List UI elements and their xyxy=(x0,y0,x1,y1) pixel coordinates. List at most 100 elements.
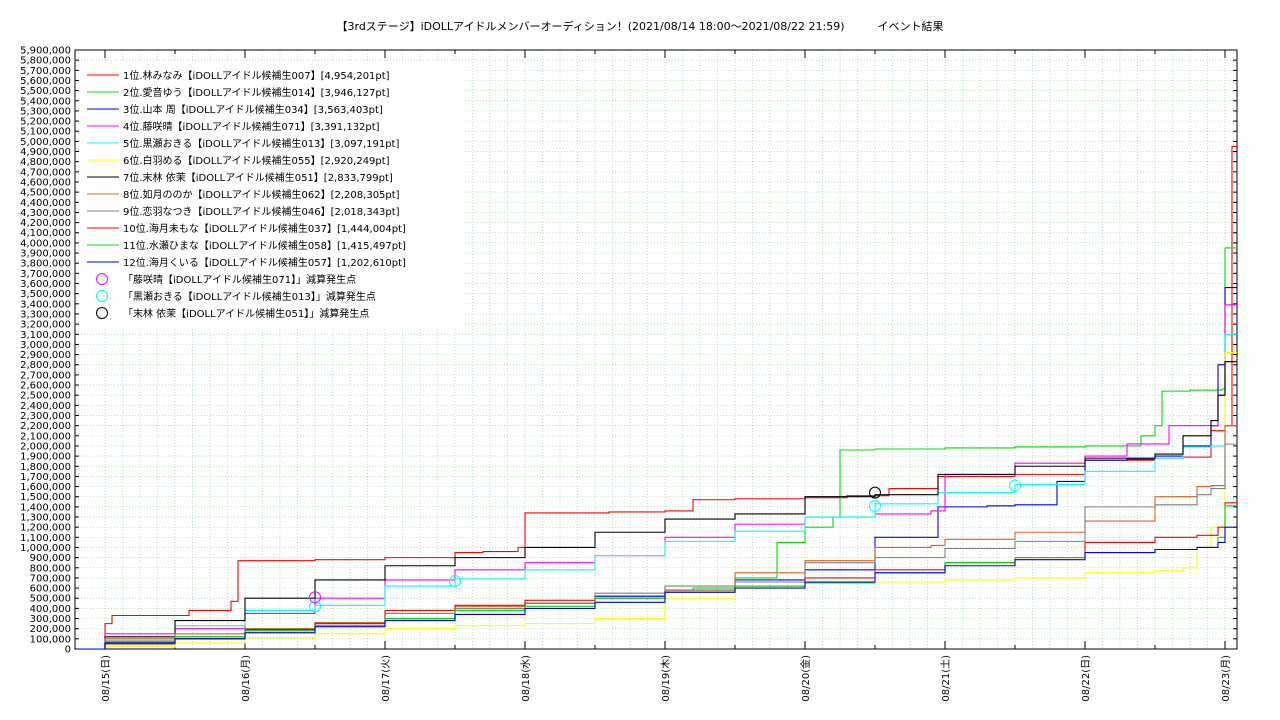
series-line-10 xyxy=(77,502,1237,649)
y-tick-label: 5,700,000 xyxy=(20,66,71,77)
legend-label-8: 8位.如月ののか【iDOLLアイドル候補生062】[2,208,305pt] xyxy=(123,188,400,201)
y-tick-label: 4,900,000 xyxy=(20,147,71,158)
y-tick-label: 4,400,000 xyxy=(20,198,71,209)
legend-marker-label-1: 「藤咲晴【iDOLLアイドル候補生071】」減算発生点 xyxy=(123,273,356,286)
x-tick-label: 08/22(日) xyxy=(1081,655,1092,702)
y-tick-label: 4,800,000 xyxy=(20,157,71,168)
y-tick-label: 2,300,000 xyxy=(20,411,71,422)
y-tick-label: 1,500,000 xyxy=(20,492,71,503)
y-tick-label: 2,700,000 xyxy=(20,370,71,381)
y-tick-label: 3,100,000 xyxy=(20,330,71,341)
legend-label-9: 9位.恋羽なつき【iDOLLアイドル候補生046】[2,018,343pt] xyxy=(123,205,400,218)
axes: 0100,000200,000300,000400,000500,000600,… xyxy=(20,46,1238,702)
y-tick-label: 4,700,000 xyxy=(20,167,71,178)
series-line-6 xyxy=(77,351,1237,649)
legend-label-7: 7位.末林 依茉【iDOLLアイドル候補生051】[2,833,799pt] xyxy=(123,171,393,184)
y-tick-label: 5,600,000 xyxy=(20,76,71,87)
marker-point-2 xyxy=(309,600,321,613)
y-tick-label: 1,900,000 xyxy=(20,452,71,463)
y-tick-label: 1,600,000 xyxy=(20,482,71,493)
x-tick-label: 08/20(金) xyxy=(799,655,812,702)
legend-box xyxy=(80,62,465,328)
marker-point-3 xyxy=(869,486,881,499)
y-tick-label: 2,000,000 xyxy=(20,441,71,452)
legend-label-11: 11位.水瀬ひまな【iDOLLアイドル候補生058】[1,415,497pt] xyxy=(123,239,406,252)
series-lines xyxy=(77,145,1237,649)
y-tick-label: 4,200,000 xyxy=(20,218,71,229)
y-tick-label: 2,900,000 xyxy=(20,350,71,361)
x-tick-label: 08/16(月) xyxy=(240,655,252,702)
y-tick-label: 3,000,000 xyxy=(20,340,71,351)
y-tick-label: 100,000 xyxy=(30,634,71,645)
y-tick-label: 1,400,000 xyxy=(20,502,71,513)
x-tick-label: 08/18(水) xyxy=(520,655,532,702)
series-line-4 xyxy=(77,304,1237,649)
y-tick-label: 3,500,000 xyxy=(20,289,71,300)
y-tick-label: 1,100,000 xyxy=(20,533,71,544)
marker-point-2 xyxy=(1009,479,1021,492)
x-tick-label: 08/17(火) xyxy=(380,655,392,702)
y-tick-label: 2,800,000 xyxy=(20,360,71,371)
marker-point-2 xyxy=(449,574,461,587)
y-tick-label: 2,200,000 xyxy=(20,421,71,432)
y-tick-label: 3,600,000 xyxy=(20,279,71,290)
y-tick-label: 5,900,000 xyxy=(20,46,71,57)
y-tick-label: 2,100,000 xyxy=(20,431,71,442)
y-tick-label: 4,300,000 xyxy=(20,208,71,219)
y-tick-label: 1,300,000 xyxy=(20,513,71,524)
y-tick-label: 5,300,000 xyxy=(20,106,71,117)
marker-point-1 xyxy=(309,591,321,604)
legend-label-3: 3位.山本 周【iDOLLアイドル候補生034】[3,563,403pt] xyxy=(123,103,383,116)
y-tick-label: 700,000 xyxy=(30,573,71,584)
y-tick-label: 5,500,000 xyxy=(20,86,71,97)
series-line-3 xyxy=(77,287,1237,649)
x-tick-label: 08/21(土) xyxy=(939,655,952,702)
x-tick-label: 08/23(月) xyxy=(1220,655,1232,702)
legend-label-6: 6位.白羽める【iDOLLアイドル候補生055】[2,920,249pt] xyxy=(123,154,390,167)
marker-points xyxy=(309,479,1021,613)
y-tick-label: 5,400,000 xyxy=(20,96,71,107)
y-tick-label: 2,400,000 xyxy=(20,401,71,412)
y-tick-label: 4,100,000 xyxy=(20,228,71,239)
y-tick-label: 3,700,000 xyxy=(20,269,71,280)
legend-marker-label-2: 「黒瀬おきる【iDOLLアイドル候補生013】」減算発生点 xyxy=(123,290,376,303)
y-tick-label: 4,500,000 xyxy=(20,188,71,199)
series-line-7 xyxy=(77,361,1237,649)
legend-label-12: 12位.海月くいる【iDOLLアイドル候補生057】[1,202,610pt] xyxy=(123,256,406,269)
y-tick-label: 3,800,000 xyxy=(20,259,71,270)
y-tick-label: 3,300,000 xyxy=(20,309,71,320)
legend-label-10: 10位.海月未もな【iDOLLアイドル候補生037】[1,444,004pt] xyxy=(123,222,406,235)
marker-point-2 xyxy=(869,499,881,512)
series-line-8 xyxy=(77,425,1237,649)
y-tick-label: 4,600,000 xyxy=(20,177,71,188)
y-tick-label: 1,000,000 xyxy=(20,543,71,554)
legend: 1位.林みなみ【iDOLLアイドル候補生007】[4,954,201pt] 2位.… xyxy=(80,62,465,328)
series-line-12 xyxy=(77,526,1237,649)
y-tick-label: 1,700,000 xyxy=(20,472,71,483)
legend-marker-1 xyxy=(96,273,108,285)
legend-label-2: 2位.愛音ゆう【iDOLLアイドル候補生014】[3,946,127pt] xyxy=(123,86,390,99)
legend-label-4: 4位.藤咲晴【iDOLLアイドル候補生071】[3,391,132pt] xyxy=(123,120,380,133)
legend-marker-label-3: 「末林 依茉【iDOLLアイドル候補生051】」減算発生点 xyxy=(123,307,369,320)
y-tick-label: 5,200,000 xyxy=(20,117,71,128)
y-tick-label: 500,000 xyxy=(30,594,71,605)
x-tick-label: 08/19(木) xyxy=(660,655,672,702)
chart-title: 【3rdステージ】iDOLLアイドルメンバーオーディション！(2021/08/1… xyxy=(336,20,944,33)
y-tick-label: 5,000,000 xyxy=(20,137,71,148)
plot-frame xyxy=(74,49,1238,650)
y-tick-label: 2,600,000 xyxy=(20,381,71,392)
legend-label-5: 5位.黒瀬おきる【iDOLLアイドル候補生013】[3,097,191pt] xyxy=(123,137,399,150)
legend-marker-3 xyxy=(96,307,108,319)
y-tick-label: 300,000 xyxy=(30,614,71,625)
y-tick-label: 400,000 xyxy=(30,604,71,615)
y-tick-label: 5,100,000 xyxy=(20,127,71,138)
y-tick-label: 200,000 xyxy=(30,624,71,635)
y-tick-label: 0 xyxy=(65,645,71,656)
y-tick-label: 900,000 xyxy=(30,553,71,564)
legend-marker-2 xyxy=(96,290,108,302)
y-tick-label: 3,200,000 xyxy=(20,320,71,331)
y-tick-label: 2,500,000 xyxy=(20,391,71,402)
y-tick-label: 800,000 xyxy=(30,563,71,574)
y-tick-label: 3,900,000 xyxy=(20,249,71,260)
